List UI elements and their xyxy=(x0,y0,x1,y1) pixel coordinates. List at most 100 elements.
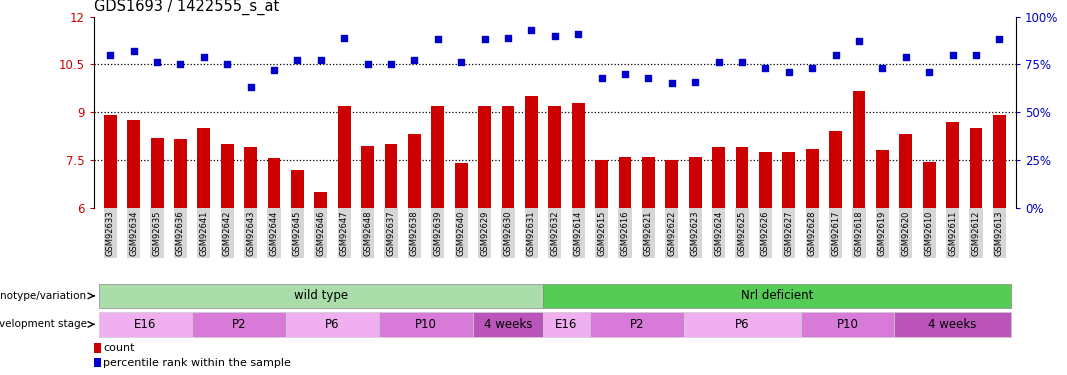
Point xyxy=(382,61,399,68)
Point xyxy=(711,59,728,65)
Point xyxy=(968,52,985,58)
Bar xyxy=(380,312,473,336)
Bar xyxy=(478,106,491,208)
Point xyxy=(125,48,142,54)
Point xyxy=(921,69,938,75)
Bar xyxy=(619,157,632,208)
Text: P6: P6 xyxy=(735,318,749,331)
Bar xyxy=(595,160,608,208)
Text: genotype/variation: genotype/variation xyxy=(0,291,86,301)
Bar xyxy=(689,157,702,208)
Point xyxy=(687,78,704,84)
Bar xyxy=(455,163,467,208)
Point xyxy=(405,57,423,63)
Bar xyxy=(197,128,210,208)
Point xyxy=(336,34,353,40)
Text: P2: P2 xyxy=(630,318,644,331)
Point xyxy=(546,33,563,39)
Bar xyxy=(876,150,889,208)
Text: P10: P10 xyxy=(837,318,858,331)
Point xyxy=(289,57,306,63)
Text: P2: P2 xyxy=(232,318,246,331)
Point xyxy=(757,65,774,71)
Text: E16: E16 xyxy=(555,318,577,331)
Bar xyxy=(923,162,936,208)
Point xyxy=(944,52,961,58)
Point xyxy=(266,67,283,73)
Bar xyxy=(735,147,748,208)
Text: 4 weeks: 4 weeks xyxy=(483,318,532,331)
Point xyxy=(101,52,118,58)
Point xyxy=(570,31,587,37)
Bar xyxy=(894,312,1012,336)
Point xyxy=(617,71,634,77)
Point xyxy=(780,69,797,75)
Text: development stage: development stage xyxy=(0,320,86,329)
Bar xyxy=(362,146,375,208)
Text: P6: P6 xyxy=(325,318,339,331)
Point xyxy=(733,59,750,65)
Bar xyxy=(408,134,420,208)
Bar xyxy=(431,106,444,208)
Bar xyxy=(590,312,684,336)
Point xyxy=(523,27,540,33)
Bar xyxy=(98,312,192,336)
Text: E16: E16 xyxy=(134,318,157,331)
Bar xyxy=(993,116,1006,208)
Bar xyxy=(759,152,771,208)
Text: count: count xyxy=(103,343,134,353)
Bar xyxy=(338,106,351,208)
Bar xyxy=(899,134,912,208)
Point xyxy=(148,59,165,65)
Bar xyxy=(642,157,655,208)
Point xyxy=(219,61,236,68)
Bar xyxy=(291,170,304,208)
Text: Nrl deficient: Nrl deficient xyxy=(740,290,813,302)
Bar xyxy=(103,116,116,208)
Bar xyxy=(150,138,163,208)
Bar xyxy=(829,131,842,208)
Point xyxy=(827,52,844,58)
Bar xyxy=(127,120,140,208)
Point xyxy=(593,75,610,81)
Bar xyxy=(174,139,187,208)
Point xyxy=(850,38,867,44)
Bar xyxy=(946,122,959,208)
Bar xyxy=(473,312,543,336)
Point xyxy=(640,75,657,81)
Bar xyxy=(94,358,100,368)
Bar xyxy=(98,284,543,308)
Bar xyxy=(543,312,590,336)
Point xyxy=(664,81,681,87)
Bar xyxy=(315,192,328,208)
Bar xyxy=(525,96,538,208)
Point xyxy=(991,36,1008,42)
Point xyxy=(195,54,212,60)
Bar xyxy=(543,284,1012,308)
Bar xyxy=(712,147,726,208)
Text: 4 weeks: 4 weeks xyxy=(928,318,976,331)
Bar xyxy=(286,312,380,336)
Bar xyxy=(853,92,865,208)
Point xyxy=(803,65,821,71)
Bar xyxy=(94,343,100,353)
Text: wild type: wild type xyxy=(293,290,348,302)
Bar xyxy=(782,152,795,208)
Bar xyxy=(501,106,514,208)
Bar xyxy=(268,158,281,208)
Bar xyxy=(684,312,800,336)
Text: percentile rank within the sample: percentile rank within the sample xyxy=(103,358,291,368)
Bar xyxy=(384,144,398,208)
Bar xyxy=(548,106,561,208)
Text: GDS1693 / 1422555_s_at: GDS1693 / 1422555_s_at xyxy=(94,0,280,15)
Point xyxy=(499,34,516,40)
Point xyxy=(242,84,259,90)
Bar xyxy=(806,149,818,208)
Point xyxy=(476,36,493,42)
Bar xyxy=(192,312,286,336)
Bar xyxy=(572,103,585,208)
Bar xyxy=(244,147,257,208)
Point xyxy=(429,36,446,42)
Point xyxy=(313,57,330,63)
Point xyxy=(172,61,189,68)
